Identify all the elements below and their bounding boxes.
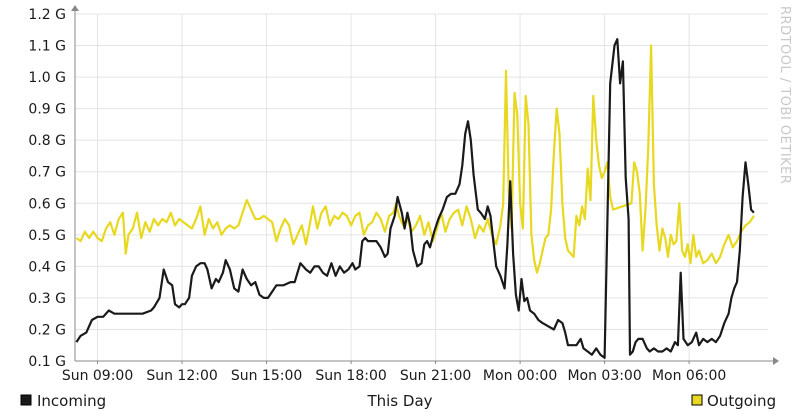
legend: Incoming This Day Outgoing bbox=[20, 392, 776, 410]
y-axis-ticks: 0.1 G 0.2 G 0.3 G 0.4 G 0.5 G 0.6 G 0.7 G 0.8 G… bbox=[28, 7, 66, 370]
x-tick-label: Mon 03:00 bbox=[567, 368, 641, 384]
series-line-incoming bbox=[75, 38, 755, 359]
y-tick-label: 0.9 G bbox=[28, 102, 66, 118]
y-tick-label: 0.8 G bbox=[28, 133, 66, 149]
legend-label-incoming: Incoming bbox=[37, 392, 106, 410]
legend-swatch-incoming bbox=[20, 394, 32, 406]
y-axis-arrow bbox=[71, 5, 79, 11]
y-tick-label: 0.5 G bbox=[28, 228, 66, 244]
x-tick-label: Sun 21:00 bbox=[400, 368, 471, 384]
y-tick-label: 0.7 G bbox=[28, 165, 66, 181]
axes bbox=[71, 5, 779, 365]
x-axis-ticks: Sun 09:00 Sun 12:00 Sun 15:00 Sun 18:00 Sun … bbox=[62, 368, 726, 384]
x-tick-label: Mon 00:00 bbox=[483, 368, 557, 384]
y-tick-label: 1.0 G bbox=[28, 70, 66, 86]
x-tick-label: Sun 09:00 bbox=[62, 368, 133, 384]
y-tick-label: 0.2 G bbox=[28, 322, 66, 338]
y-tick-label: 0.4 G bbox=[28, 259, 66, 275]
grid bbox=[75, 13, 768, 364]
x-tick-label: Sun 18:00 bbox=[315, 368, 386, 384]
x-tick-label: Sun 12:00 bbox=[146, 368, 217, 384]
y-tick-label: 0.3 G bbox=[28, 291, 66, 307]
y-tick-label: 1.2 G bbox=[28, 7, 66, 23]
chart-title: This Day bbox=[366, 392, 432, 410]
x-axis-arrow bbox=[773, 357, 779, 365]
y-tick-label: 0.1 G bbox=[28, 354, 66, 370]
legend-label-outgoing: Outgoing bbox=[707, 392, 776, 410]
watermark: RRDTOOL / TOBI OETIKER bbox=[777, 6, 792, 184]
x-tick-label: Sun 15:00 bbox=[231, 368, 302, 384]
legend-swatch-outgoing bbox=[691, 394, 703, 406]
y-tick-label: 1.1 G bbox=[28, 39, 66, 55]
series-line-outgoing bbox=[75, 44, 755, 274]
y-tick-label: 0.6 G bbox=[28, 196, 66, 212]
series-layer bbox=[75, 38, 755, 359]
x-tick-label: Mon 06:00 bbox=[652, 368, 726, 384]
